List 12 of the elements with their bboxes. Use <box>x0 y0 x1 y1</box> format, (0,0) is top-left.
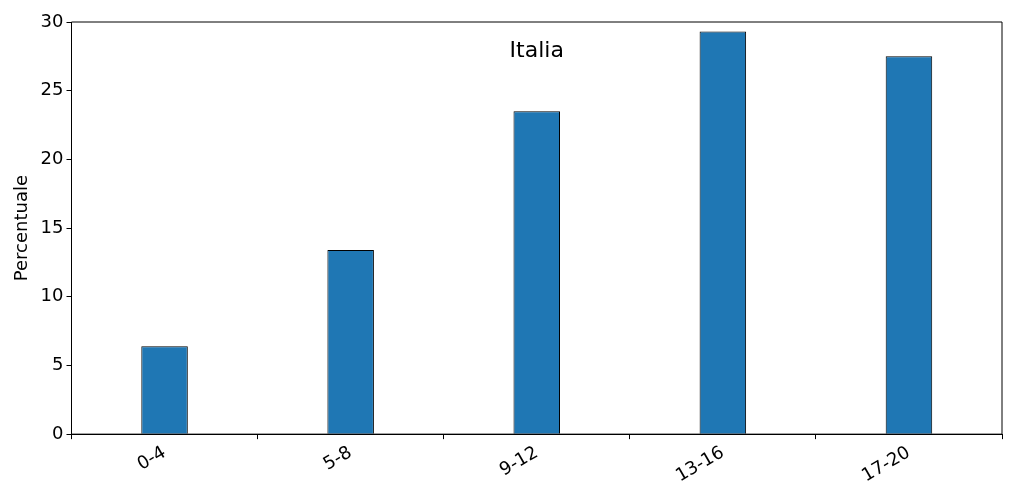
x-tick-label: 5-8 <box>319 440 355 474</box>
text: Italia <box>509 36 564 62</box>
y-tick-label: 5 <box>52 353 64 375</box>
y-tick-label: 0 <box>52 421 64 443</box>
y-tick-label: 15 <box>40 215 64 237</box>
y-axis-title: Percentuale <box>10 174 32 282</box>
y-tick-label: 25 <box>40 78 64 100</box>
y-tick-label: 20 <box>40 147 64 169</box>
x-tick-label: 0-4 <box>132 440 169 474</box>
y-tick-label: 30 <box>40 9 64 31</box>
y-tick-label: 10 <box>40 284 64 306</box>
x-tick-label: 9-12 <box>495 440 542 480</box>
